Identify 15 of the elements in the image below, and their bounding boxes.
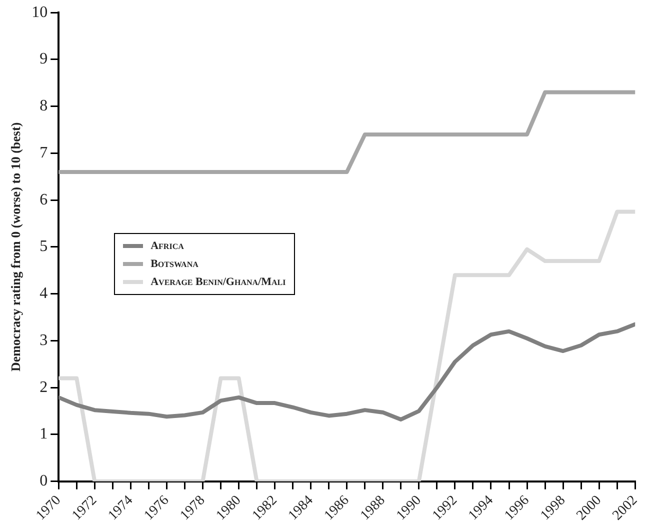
y-tick-label: 2 (40, 378, 48, 396)
y-tick-label: 8 (40, 98, 48, 115)
legend-label: Africa (150, 240, 184, 252)
y-tick-label: 0 (40, 472, 48, 490)
legend-label: Botswana (150, 258, 198, 270)
y-tick-label: 10 (32, 4, 48, 21)
y-tick-label: 3 (40, 332, 48, 349)
legend-label: Average Benin/Ghana/Mali (150, 276, 286, 288)
y-axis-title: Democracy rating from 0 (worse) to 10 (best) (8, 122, 24, 372)
y-tick-label: 9 (40, 50, 48, 68)
y-tick-label: 4 (40, 285, 48, 302)
y-tick-label: 7 (40, 144, 48, 162)
y-tick-label: 1 (40, 426, 48, 443)
y-tick-label: 6 (40, 191, 48, 208)
y-tick-label: 5 (40, 238, 48, 256)
